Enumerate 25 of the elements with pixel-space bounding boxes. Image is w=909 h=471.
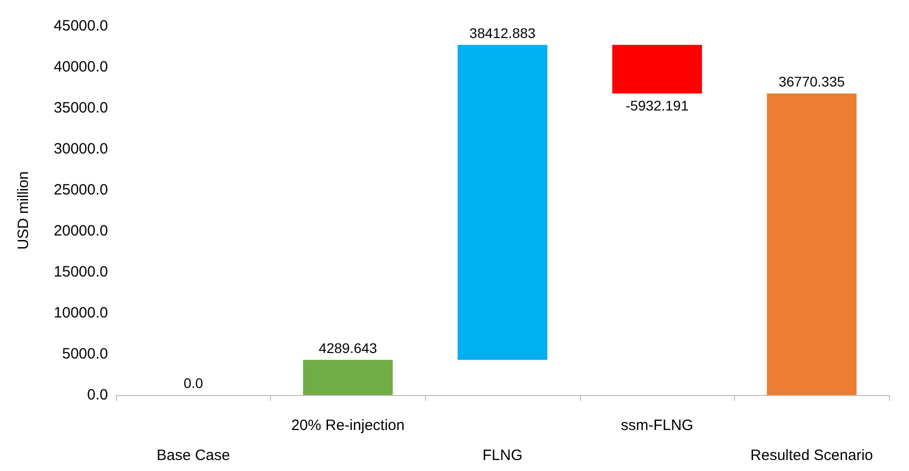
data-label: 0.0 bbox=[184, 375, 204, 391]
y-tick-label: 10000.0 bbox=[54, 304, 108, 322]
x-tick-label: FLNG bbox=[482, 447, 523, 464]
data-label: 38412.883 bbox=[469, 24, 536, 41]
bar bbox=[458, 44, 548, 360]
y-tick-label: 45000.0 bbox=[54, 18, 108, 34]
x-tick-label: Base Case bbox=[156, 447, 230, 464]
y-axis-title: USD million bbox=[15, 171, 32, 250]
y-tick-label: 30000.0 bbox=[54, 140, 108, 158]
y-tick-label: 0.0 bbox=[87, 386, 108, 404]
data-label: -5932.191 bbox=[626, 97, 689, 114]
x-tick-label: Resulted Scenario bbox=[750, 447, 873, 464]
y-tick-label: 35000.0 bbox=[54, 100, 108, 116]
x-tick-label: 20% Re-injection bbox=[291, 417, 405, 434]
y-tick-label: 25000.0 bbox=[54, 182, 108, 198]
y-tick-label: 40000.0 bbox=[54, 58, 108, 76]
bar bbox=[766, 93, 857, 395]
data-label: 4289.643 bbox=[318, 340, 378, 356]
y-tick-label: 15000.0 bbox=[54, 264, 108, 280]
bar bbox=[303, 360, 393, 395]
bar bbox=[612, 44, 702, 94]
x-tick-label: ssm-FLNG bbox=[620, 417, 694, 434]
y-tick-label: 5000.0 bbox=[62, 346, 108, 362]
data-label: 36770.335 bbox=[778, 73, 845, 90]
y-tick-label: 20000.0 bbox=[54, 222, 108, 240]
